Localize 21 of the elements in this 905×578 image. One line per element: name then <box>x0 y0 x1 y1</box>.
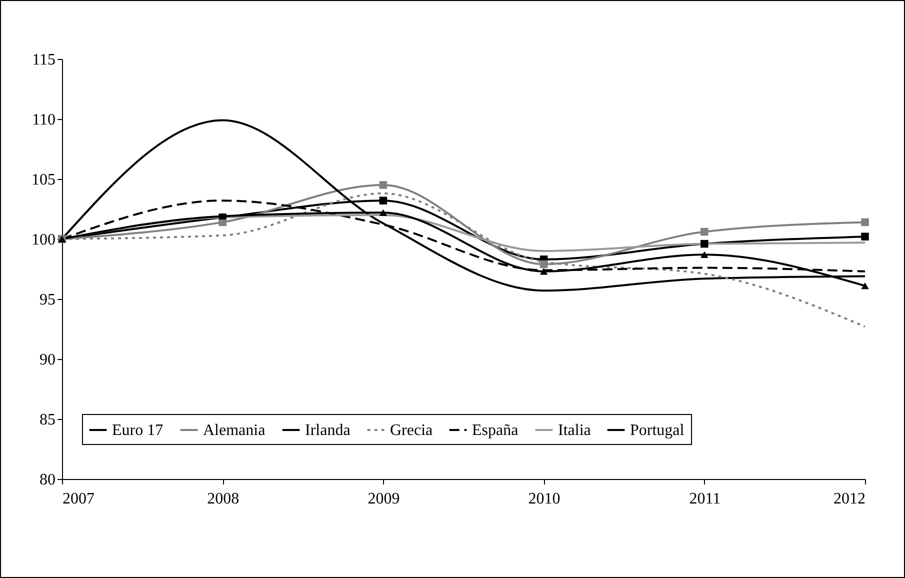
y-tick-label: 95 <box>40 292 56 308</box>
x-tick-label: 2007 <box>62 490 94 508</box>
y-tick-label: 80 <box>40 472 56 488</box>
x-tick-label: 2012 <box>834 490 866 508</box>
legend-label: Euro 17 <box>112 422 164 439</box>
legend-label: España <box>472 422 518 439</box>
y-tick-label: 100 <box>32 232 56 248</box>
y-tick-label: 105 <box>32 172 56 188</box>
y-tick-label: 115 <box>32 52 56 68</box>
legend-label: Irlanda <box>305 422 350 439</box>
x-tick-label: 2011 <box>689 490 721 508</box>
y-tick-label: 85 <box>40 412 56 428</box>
legend-label: Portugal <box>630 422 685 439</box>
x-tick-label: 2010 <box>528 490 560 508</box>
y-tick-label: 110 <box>32 112 56 128</box>
y-tick-label: 90 <box>40 352 56 368</box>
legend-label: Italia <box>558 422 591 439</box>
legend-label: Alemania <box>203 422 266 439</box>
x-tick-label: 2008 <box>207 490 240 508</box>
legend-label: Grecia <box>390 422 433 439</box>
x-tick-label: 2009 <box>368 490 400 508</box>
